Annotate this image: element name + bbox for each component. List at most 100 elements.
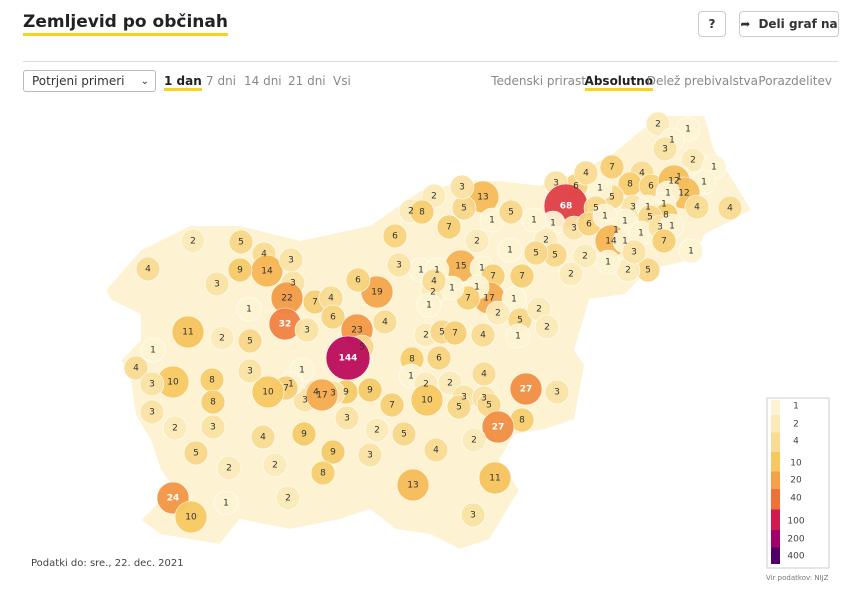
municipality-label: 8	[209, 376, 215, 386]
legend-swatch	[771, 432, 780, 452]
municipality-label: 1	[665, 189, 671, 199]
municipality-label: 6	[330, 313, 336, 323]
dropdown-label: Potrjeni primeri	[32, 74, 125, 88]
municipality	[446, 394, 472, 420]
municipality-label: 3	[662, 145, 668, 155]
municipality	[509, 372, 543, 406]
municipality-label: 4	[694, 203, 700, 213]
municipality-label: 1	[550, 219, 556, 229]
municipality	[534, 314, 560, 340]
share-button[interactable]: ➦ Deli graf na	[739, 11, 839, 37]
municipality	[416, 292, 442, 318]
legend-swatch	[771, 547, 780, 564]
municipality-label: 1	[669, 136, 675, 146]
dropdown[interactable]: Potrjeni primeri ⌄	[23, 70, 156, 92]
municipality-label: 5	[533, 249, 539, 259]
tab[interactable]: Delež prebivalstva	[646, 74, 758, 88]
municipality	[442, 320, 468, 346]
municipality-label: 9	[237, 266, 243, 276]
municipality-label: 1	[449, 284, 455, 294]
municipality-label: 1	[408, 372, 414, 382]
municipality-label: 17	[483, 294, 494, 304]
municipality-label: 1	[597, 184, 603, 194]
municipality	[436, 214, 462, 240]
municipality-label: 12	[668, 177, 679, 187]
legend-swatch	[771, 471, 780, 489]
tab[interactable]: Porazdelitev	[758, 74, 832, 88]
municipality-label: 2	[285, 494, 291, 504]
municipality-label: 4	[313, 388, 319, 398]
municipality-label: 5	[247, 337, 253, 347]
municipality-label: 5	[517, 316, 523, 326]
municipality-label: 4	[260, 433, 266, 443]
municipality-label: 7	[452, 329, 458, 339]
tab[interactable]: 21 dni	[288, 74, 326, 88]
municipality-label: 27	[520, 385, 533, 395]
municipality-label: 1	[688, 247, 694, 257]
municipality	[262, 452, 288, 478]
municipality	[227, 257, 253, 283]
municipality	[470, 322, 496, 348]
municipality-label: 7	[661, 237, 667, 247]
municipality-label: 6	[586, 220, 592, 230]
legend-label: 2	[793, 420, 799, 430]
municipality	[275, 485, 301, 511]
municipality	[140, 337, 166, 363]
municipality	[652, 136, 678, 162]
municipality-label: 3	[459, 183, 465, 193]
municipality	[320, 304, 346, 330]
municipality-label: 3	[304, 326, 310, 336]
municipality-label: 4	[639, 169, 645, 179]
municipality	[200, 389, 226, 415]
municipality-label: 5	[645, 266, 651, 276]
municipality	[678, 238, 704, 264]
tab[interactable]: 1 dan	[164, 74, 202, 91]
municipality-label: 3	[554, 388, 560, 398]
municipality	[278, 247, 304, 273]
municipality-label: 4	[481, 370, 487, 380]
municipality-label: 8	[210, 398, 216, 408]
dropdown-arrow: ⌄	[140, 75, 149, 87]
municipality	[213, 490, 239, 516]
tab[interactable]: Tedenski prirast	[491, 74, 586, 88]
municipality	[572, 243, 598, 269]
municipality-label: 7	[490, 272, 496, 282]
municipality-label: 9	[330, 448, 336, 458]
municipality-label: 7	[389, 401, 395, 411]
municipality-label: 5	[647, 213, 653, 223]
municipality-label: 23	[351, 326, 362, 336]
legend-swatch	[771, 400, 780, 415]
municipality-label: 7	[519, 272, 525, 282]
municipality-label: 1	[299, 366, 305, 376]
municipality	[460, 502, 486, 528]
municipality	[174, 500, 208, 534]
legend-label: 100	[787, 517, 804, 527]
municipality-label: 4	[261, 250, 267, 260]
municipality	[558, 261, 584, 287]
municipality-label: 1	[638, 229, 644, 239]
tab[interactable]: Vsi	[333, 74, 351, 88]
municipality-label: 4	[382, 318, 388, 328]
municipality-label: 3	[210, 423, 216, 433]
municipality	[139, 371, 165, 397]
municipality-label: 6	[436, 354, 442, 364]
legend-label: 1	[793, 402, 799, 412]
tab[interactable]: 7 dni	[206, 74, 237, 88]
municipality-label: 5	[456, 403, 462, 413]
municipality	[379, 392, 405, 418]
municipality	[310, 460, 336, 486]
tab[interactable]: Absolutno	[584, 74, 653, 91]
municipality-label: 10	[167, 378, 179, 388]
municipality-label: 4	[433, 446, 439, 456]
municipality	[386, 252, 412, 278]
tab[interactable]: 14 dni	[244, 74, 282, 88]
municipality-label: 7	[446, 223, 452, 233]
municipality	[251, 375, 285, 409]
municipality	[717, 195, 743, 221]
municipality-label: 144	[339, 354, 358, 364]
municipality	[599, 154, 625, 180]
help-button[interactable]: ?	[698, 11, 726, 37]
municipality-label: 1	[426, 301, 432, 311]
